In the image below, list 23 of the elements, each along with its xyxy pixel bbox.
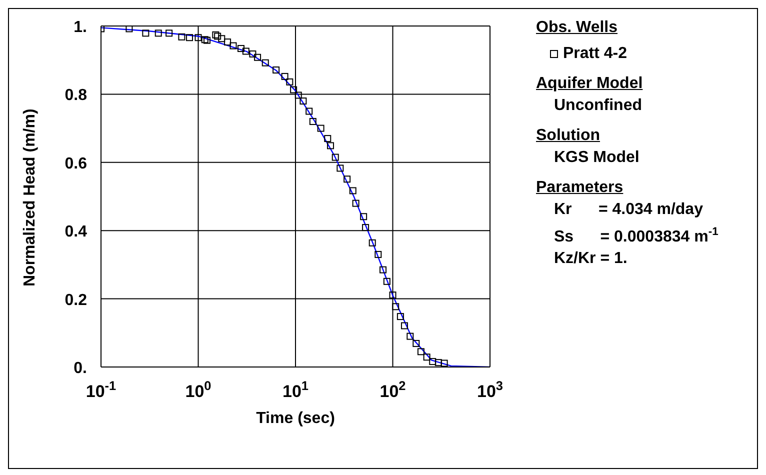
text: Kr = 4.034 m/day [554, 201, 703, 218]
x-tick-label: 10$^{-1}$ [86, 378, 116, 401]
y-tick-label: 0.6 [64, 155, 88, 172]
y-tick-label: 0.8 [64, 87, 88, 104]
text: Ss = 0.0003834 m$^{-1}$ [554, 226, 718, 246]
x-tick-label: 10$^{3}$ [476, 378, 504, 401]
x-tick-label: 10$^{1}$ [282, 378, 309, 401]
legend-label: Pratt 4-2 [563, 44, 628, 64]
text: Aquifer Model [536, 75, 643, 92]
x-tick-label: 10$^{0}$ [185, 378, 212, 401]
text: Parameters [536, 179, 624, 196]
text: Kz/Kr = 1. [554, 250, 628, 268]
y-tick-label: 0.4 [64, 224, 88, 241]
y-tick-label: 0. [74, 360, 87, 377]
text: Unconfined [554, 97, 642, 114]
legend-title: Obs. Wells [536, 18, 619, 38]
y-axis-title: Normalized Head (m/m) [22, 108, 39, 286]
text: Solution [536, 127, 600, 144]
x-axis-title: Time (sec) [256, 410, 335, 427]
y-tick-label: 0.2 [64, 292, 88, 309]
x-tick-label: 10$^{2}$ [380, 378, 406, 401]
y-tick-label: 1. [74, 19, 87, 36]
text: KGS Model [554, 149, 640, 166]
